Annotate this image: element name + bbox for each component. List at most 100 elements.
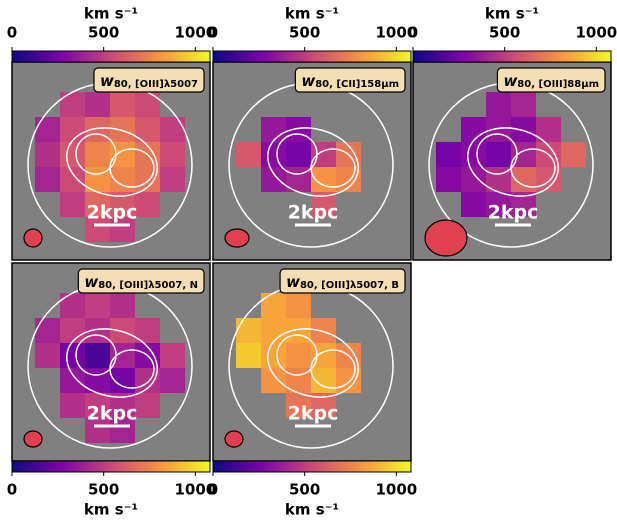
map-pixel bbox=[35, 167, 60, 192]
map-pixel bbox=[135, 92, 160, 117]
map-pixel bbox=[461, 192, 486, 217]
map-pixel bbox=[60, 192, 85, 217]
map-pixel bbox=[261, 117, 286, 142]
colorbar-tick-label: 1000 bbox=[375, 24, 417, 42]
label-symbol: w bbox=[301, 72, 315, 90]
component-ellipse bbox=[310, 148, 356, 188]
map-pixel bbox=[286, 343, 311, 368]
map-pixel bbox=[35, 142, 60, 167]
beam bbox=[23, 430, 43, 448]
map-pixel bbox=[261, 368, 286, 393]
map-pixel bbox=[60, 368, 85, 393]
galaxy-ellipse bbox=[467, 127, 559, 197]
map-pixel bbox=[85, 318, 110, 343]
component-ellipse bbox=[109, 349, 155, 389]
map-pixel bbox=[261, 343, 286, 368]
map-pixel bbox=[461, 117, 486, 142]
map-pixel bbox=[486, 192, 511, 217]
component-ellipse bbox=[510, 148, 556, 188]
colorbar-tick-label: 1000 bbox=[174, 481, 216, 499]
colorbar-tick-label: 1000 bbox=[375, 481, 417, 499]
map-pixel bbox=[236, 142, 261, 167]
colorbar-label: km s⁻¹ bbox=[285, 5, 339, 23]
map-pixel bbox=[436, 167, 461, 192]
map-pixel bbox=[85, 217, 110, 242]
label-symbol: w bbox=[503, 72, 517, 90]
map-pixel bbox=[135, 393, 160, 418]
map-pixel bbox=[85, 92, 110, 117]
galaxy-ellipse bbox=[267, 328, 359, 398]
colorbar-tick-label: 500 bbox=[88, 24, 119, 42]
map-pixel bbox=[311, 318, 336, 343]
map-pixel bbox=[35, 343, 60, 368]
map-pixel bbox=[85, 343, 110, 368]
colorbar bbox=[11, 50, 211, 63]
scale-label: 2kpc bbox=[87, 202, 138, 224]
map-pixel bbox=[436, 142, 461, 167]
map-pixel bbox=[110, 117, 135, 142]
panel-label: w80, [OIII]λ5007 bbox=[100, 72, 198, 91]
map-pixel bbox=[511, 117, 536, 142]
map-pixel bbox=[160, 142, 185, 167]
label-box bbox=[294, 67, 406, 93]
map-pixel bbox=[35, 318, 60, 343]
map-pixel bbox=[486, 92, 511, 117]
map-pixel bbox=[236, 318, 261, 343]
colorbar-tick-label: 1000 bbox=[174, 24, 216, 42]
label-box bbox=[93, 67, 205, 93]
map-pixel bbox=[461, 167, 486, 192]
map-pixel bbox=[60, 343, 85, 368]
map-pixel bbox=[160, 368, 185, 393]
map-pixel bbox=[60, 92, 85, 117]
map-pixel bbox=[261, 293, 286, 318]
map-pixel bbox=[60, 167, 85, 192]
colorbar-tick-label: 0 bbox=[208, 481, 218, 499]
map-pixel bbox=[286, 293, 311, 318]
map-pixel bbox=[160, 167, 185, 192]
label-box bbox=[496, 67, 606, 93]
map-pixel bbox=[160, 343, 185, 368]
colorbar-tick-label: 0 bbox=[7, 24, 17, 42]
label-subscript: 80, [OIII]88μm bbox=[517, 79, 599, 90]
map-pixel bbox=[261, 142, 286, 167]
panel-label: w80, [OIII]λ5007, N bbox=[84, 273, 198, 292]
panel-label: w80, [OIII]88μm bbox=[503, 72, 599, 91]
scale-label: 2kpc bbox=[288, 403, 339, 425]
component-ellipse bbox=[109, 148, 155, 188]
galaxy-ellipse bbox=[66, 328, 158, 398]
colorbar bbox=[412, 50, 612, 63]
map-pixel bbox=[286, 393, 311, 418]
beam bbox=[424, 219, 468, 257]
scale-label: 2kpc bbox=[87, 403, 138, 425]
map-pixel bbox=[110, 418, 135, 443]
map-pixel bbox=[160, 117, 185, 142]
map-pixel bbox=[35, 117, 60, 142]
colorbar-tick-label: 500 bbox=[289, 481, 320, 499]
colorbar-tick-label: 1000 bbox=[575, 24, 617, 42]
map-pixel bbox=[110, 318, 135, 343]
map-pixel bbox=[85, 192, 110, 217]
map-pixel bbox=[261, 318, 286, 343]
map-pixel bbox=[60, 293, 85, 318]
panel-label: w80, [CII]158μm bbox=[301, 72, 399, 91]
galaxy-ellipse bbox=[267, 127, 359, 197]
map-pixel bbox=[135, 192, 160, 217]
map-pixel bbox=[486, 117, 511, 142]
map-pixel bbox=[110, 217, 135, 242]
colorbar-tick-label: 500 bbox=[489, 24, 520, 42]
colorbar-tick-label: 500 bbox=[88, 481, 119, 499]
map-pixel bbox=[110, 293, 135, 318]
map-pixel bbox=[60, 393, 85, 418]
component-ellipse bbox=[310, 349, 356, 389]
map-pixel bbox=[461, 142, 486, 167]
map-pixel bbox=[110, 92, 135, 117]
colorbar-label: km s⁻¹ bbox=[84, 5, 138, 23]
label-subscript: 80, [CII]158μm bbox=[315, 79, 399, 90]
colorbar-tick-label: 0 bbox=[408, 24, 418, 42]
label-subscript: 80, [OIII]λ5007 bbox=[114, 79, 198, 90]
label-box bbox=[279, 268, 406, 294]
colorbar bbox=[212, 50, 412, 63]
colorbar-tick-label: 0 bbox=[7, 481, 17, 499]
beam bbox=[224, 430, 244, 448]
galaxy-ellipse bbox=[66, 127, 158, 197]
